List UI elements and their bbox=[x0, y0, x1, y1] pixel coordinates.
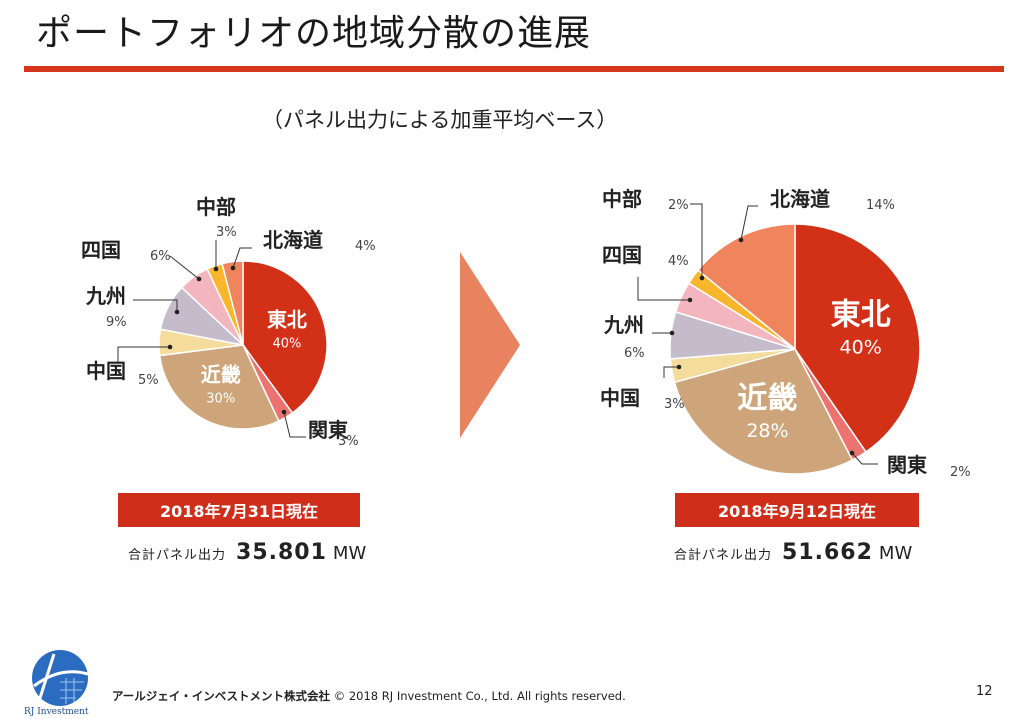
page-number: 12 bbox=[976, 684, 993, 699]
page-subtitle: （パネル出力による加重平均ベース） bbox=[262, 108, 618, 132]
slice-name-label: 九州 bbox=[603, 313, 644, 337]
leader-line bbox=[851, 452, 878, 465]
page-title: ポートフォリオの地域分散の進展 bbox=[36, 13, 592, 54]
total-output-label: 合計パネル出力 bbox=[674, 548, 773, 563]
slice-value-label: 6% bbox=[624, 346, 645, 361]
slice-value-label: 2% bbox=[950, 465, 971, 480]
slice-name-label: 中国 bbox=[600, 386, 640, 410]
slice-value-label: 40% bbox=[272, 337, 301, 352]
slice-value-label: 14% bbox=[866, 198, 895, 213]
leader-dot bbox=[167, 344, 173, 350]
leader-line bbox=[690, 203, 703, 278]
slice-value-label: 9% bbox=[106, 315, 127, 330]
footer-copyright: © 2018 RJ Investment Co., Ltd. All right… bbox=[333, 689, 626, 703]
slice-name-label: 中部 bbox=[196, 195, 236, 219]
slice-value-label: 40% bbox=[840, 337, 882, 359]
slice-value-label: 3% bbox=[338, 434, 359, 449]
pie-slice-近畿 bbox=[158, 344, 280, 430]
leader-line bbox=[133, 299, 178, 312]
leader-line bbox=[637, 277, 690, 301]
pie-slice-東北 bbox=[242, 260, 328, 415]
leader-dot bbox=[669, 330, 675, 336]
slice-value-label: 4% bbox=[668, 254, 689, 269]
slice-value-label: 30% bbox=[206, 391, 235, 406]
leader-dot bbox=[849, 450, 855, 456]
slice-name-label: 四国 bbox=[81, 238, 121, 262]
transition-arrow-icon bbox=[460, 252, 520, 438]
total-output-value: 35.801 bbox=[236, 540, 327, 565]
leader-line bbox=[663, 366, 679, 378]
leader-line bbox=[117, 346, 170, 362]
title-underline bbox=[24, 66, 1004, 72]
slice-name-label: 北海道 bbox=[770, 187, 830, 211]
leader-dot bbox=[213, 266, 219, 272]
slice-name-label: 中国 bbox=[86, 359, 126, 383]
pie-slice-東北 bbox=[794, 223, 921, 454]
slice-value-label: 28% bbox=[746, 420, 788, 442]
leader-dot bbox=[676, 364, 682, 370]
slice-value-label: 2% bbox=[668, 198, 689, 213]
slice-name-label: 近畿 bbox=[737, 381, 797, 416]
slice-name-label: 中部 bbox=[602, 187, 642, 211]
slice-name-label: 東北 bbox=[267, 308, 307, 332]
date-badge-july: 2018年7月31日現在 bbox=[118, 493, 360, 527]
leader-dot bbox=[196, 276, 202, 282]
total-output-july: 合計パネル出力 35.801 MW bbox=[128, 540, 366, 565]
footer: アールジェイ・インベストメント株式会社 © 2018 RJ Investment… bbox=[112, 688, 626, 704]
slice-value-label: 3% bbox=[664, 397, 685, 412]
logo-wordmark: RJ Investment bbox=[24, 707, 89, 717]
footer-company: アールジェイ・インベストメント株式会社 bbox=[112, 689, 331, 703]
slice-name-label: 東北 bbox=[831, 298, 891, 333]
total-output-value: 51.662 bbox=[782, 540, 873, 565]
leader-line bbox=[283, 411, 306, 438]
rj-investment-logo bbox=[32, 650, 89, 706]
pie-slices bbox=[158, 260, 328, 430]
pie-labels: 東北 40% 関東 2% 近畿 28% 中国 3% 九州 6% 四国 4% 中部 2% 北海道 14% bbox=[600, 187, 971, 480]
date-badge-september: 2018年9月12日現在 bbox=[675, 493, 919, 527]
slice-value-label: 6% bbox=[150, 249, 171, 264]
pie-slices bbox=[669, 223, 921, 475]
slice-value-label: 4% bbox=[355, 239, 376, 254]
pie-slice-近畿 bbox=[673, 348, 854, 475]
total-output-september: 合計パネル出力 51.662 MW bbox=[674, 540, 912, 565]
slice-name-label: 関東 bbox=[308, 418, 348, 442]
slice-name-label: 関東 bbox=[887, 453, 927, 477]
total-output-unit: MW bbox=[878, 543, 913, 564]
leader-line bbox=[740, 205, 758, 241]
pie-slice-北海道 bbox=[221, 260, 244, 346]
leader-dot bbox=[699, 275, 705, 281]
leader-line bbox=[169, 255, 200, 280]
total-output-unit: MW bbox=[332, 543, 367, 564]
leader-dot bbox=[230, 265, 236, 271]
slice-value-label: 5% bbox=[138, 373, 159, 388]
slice-name-label: 北海道 bbox=[263, 228, 323, 252]
leader-dot bbox=[687, 297, 693, 303]
slice-name-label: 四国 bbox=[602, 243, 642, 267]
leader-dot bbox=[738, 237, 744, 243]
leader-dot bbox=[281, 409, 287, 415]
leader-line bbox=[232, 247, 252, 269]
leader-dot bbox=[174, 309, 180, 315]
slice-value-label: 3% bbox=[216, 225, 237, 240]
total-output-label: 合計パネル出力 bbox=[128, 548, 227, 563]
slice-name-label: 九州 bbox=[85, 284, 126, 308]
slice-name-label: 近畿 bbox=[201, 362, 241, 386]
